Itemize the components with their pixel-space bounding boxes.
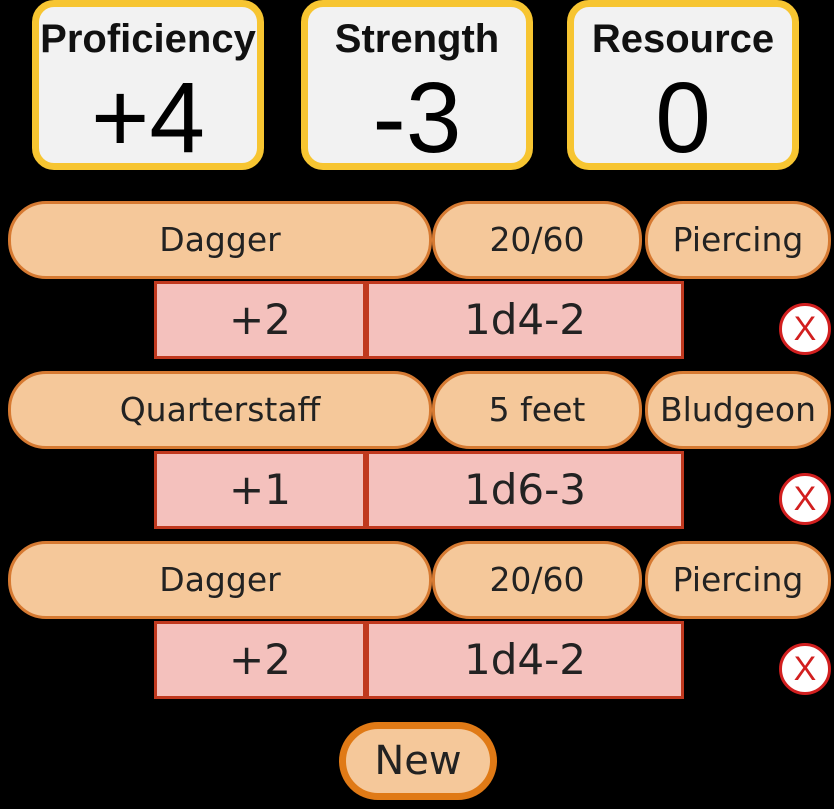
weapon-name[interactable]: Dagger	[8, 541, 432, 619]
weapon-damage[interactable]: 1d4-2	[366, 281, 684, 359]
weapon-range[interactable]: 20/60	[432, 541, 642, 619]
weapon-damage-type[interactable]: Piercing	[645, 541, 831, 619]
proficiency-value: +4	[90, 62, 205, 174]
proficiency-label: Proficiency	[40, 17, 256, 61]
resource-label: Resource	[591, 17, 775, 61]
weapon-range[interactable]: 20/60	[432, 201, 642, 279]
new-weapon-button[interactable]: New	[339, 722, 497, 800]
resource-card[interactable]: Resource 0	[567, 0, 799, 174]
proficiency-card[interactable]: Proficiency +4	[32, 0, 264, 174]
strength-card[interactable]: Strength -3	[301, 0, 533, 174]
weapon-name[interactable]: Quarterstaff	[8, 371, 432, 449]
weapon-damage[interactable]: 1d6-3	[366, 451, 684, 529]
weapon-attack-bonus[interactable]: +1	[154, 451, 366, 529]
weapon-attack-bonus[interactable]: +2	[154, 281, 366, 359]
strength-value: -3	[372, 62, 462, 174]
weapon-damage-type[interactable]: Bludgeon	[645, 371, 831, 449]
delete-weapon-button[interactable]: X	[779, 643, 831, 695]
weapon-attack-bonus[interactable]: +2	[154, 621, 366, 699]
weapon-damage-type[interactable]: Piercing	[645, 201, 831, 279]
weapon-damage[interactable]: 1d4-2	[366, 621, 684, 699]
delete-weapon-button[interactable]: X	[779, 473, 831, 525]
delete-weapon-button[interactable]: X	[779, 303, 831, 355]
weapon-name[interactable]: Dagger	[8, 201, 432, 279]
weapon-range[interactable]: 5 feet	[432, 371, 642, 449]
resource-value: 0	[655, 62, 711, 174]
strength-label: Strength	[334, 17, 500, 61]
